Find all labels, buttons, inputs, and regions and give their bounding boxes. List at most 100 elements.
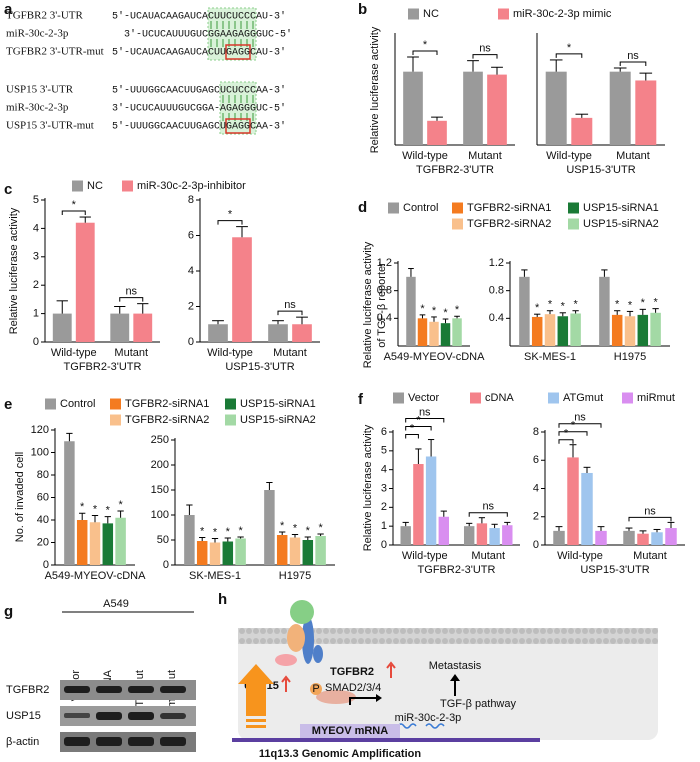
bar bbox=[196, 541, 208, 565]
legend-label: miR-30c-2-3p mimic bbox=[513, 8, 612, 20]
y-tick-label: 8 bbox=[533, 426, 539, 438]
smad-shape bbox=[316, 690, 356, 704]
up-arrow-head bbox=[281, 675, 291, 683]
bar bbox=[609, 71, 631, 145]
lipid-bead bbox=[617, 628, 623, 634]
significance-label: * bbox=[93, 503, 98, 515]
bar bbox=[208, 324, 228, 342]
lipid-bead bbox=[491, 628, 497, 634]
y-tick-label: 8 bbox=[188, 194, 194, 206]
y-tick-label: 1.2 bbox=[377, 257, 392, 269]
y-tick-label: 50 bbox=[157, 534, 169, 546]
bar bbox=[400, 526, 411, 545]
bar bbox=[545, 71, 567, 145]
x-tick-label: SK-MES-1 bbox=[189, 570, 241, 582]
y-axis-label: Relative luciferase activity bbox=[369, 26, 381, 153]
bar bbox=[650, 312, 661, 346]
x-tick-label: Wild-type bbox=[546, 150, 592, 162]
lipid-bead bbox=[414, 628, 420, 634]
significance-label: * bbox=[228, 209, 233, 221]
y-axis-label: Relative luciferase activity bbox=[362, 241, 374, 368]
phospho-label: P bbox=[312, 683, 319, 695]
lipid-bead bbox=[274, 638, 280, 644]
legend-swatch bbox=[45, 398, 56, 410]
significance-label: * bbox=[564, 428, 569, 440]
significance-label: ns bbox=[125, 286, 137, 298]
bar bbox=[264, 490, 275, 565]
legend-swatch bbox=[568, 202, 579, 214]
bar bbox=[637, 533, 649, 545]
western-blot: A549 Vector cDNA ATG mut miRmut TGFBR2 U… bbox=[6, 598, 196, 752]
significance-label: * bbox=[306, 525, 311, 537]
x-tick-label: A549-MYEOV-cDNA bbox=[45, 570, 147, 582]
lipid-bead bbox=[596, 638, 602, 644]
significance-label: * bbox=[561, 301, 566, 313]
y-tick-label: 4 bbox=[533, 482, 539, 494]
lipid-bead bbox=[260, 638, 266, 644]
lipid-bead bbox=[638, 628, 644, 634]
significance-label: * bbox=[571, 420, 576, 432]
x-tick-label: Mutant bbox=[114, 347, 148, 359]
legend-swatch bbox=[110, 398, 121, 410]
lipid-bead bbox=[253, 628, 259, 634]
legend-swatch bbox=[470, 392, 481, 404]
lipid-bead bbox=[246, 638, 252, 644]
x-tick-label: H1975 bbox=[279, 570, 311, 582]
significance-bracket bbox=[628, 516, 672, 522]
bar bbox=[452, 318, 462, 346]
lipid-bead bbox=[463, 628, 469, 634]
x-tick-label: Mutant bbox=[616, 150, 650, 162]
significance-bracket bbox=[558, 439, 574, 444]
significance-bracket bbox=[277, 310, 303, 316]
bar bbox=[184, 515, 195, 565]
significance-label: * bbox=[443, 307, 448, 319]
y-axis-label: Relative luciferase activity bbox=[8, 207, 20, 334]
y-tick-label: 0 bbox=[43, 559, 49, 571]
lipid-bead bbox=[253, 638, 259, 644]
panel-label: a bbox=[4, 1, 13, 18]
bar bbox=[403, 71, 423, 145]
bar bbox=[463, 71, 483, 145]
y-tick-label: 80 bbox=[37, 469, 49, 481]
protein-label: TGFBR2 bbox=[6, 684, 49, 696]
lipid-bead bbox=[316, 638, 322, 644]
bar bbox=[567, 457, 579, 545]
y-tick-label: 0.4 bbox=[377, 312, 392, 324]
caption: 11q13.3 Genomic Amplification bbox=[259, 748, 421, 760]
bar bbox=[413, 464, 424, 545]
lipid-bead bbox=[316, 628, 322, 634]
legend-label: ATGmut bbox=[563, 392, 603, 404]
lipid-bead bbox=[400, 628, 406, 634]
bar bbox=[635, 80, 657, 145]
lipid-bead bbox=[372, 638, 378, 644]
lipid-bead bbox=[372, 628, 378, 634]
legend-label: USP15-siRNA2 bbox=[583, 218, 659, 230]
lipid-bead bbox=[540, 628, 546, 634]
bar bbox=[76, 520, 88, 565]
lipid-bead bbox=[624, 628, 630, 634]
y-tick-label: 2 bbox=[33, 279, 39, 291]
lipid-bead bbox=[393, 638, 399, 644]
x-tick-label: Mutant bbox=[471, 550, 505, 562]
significance-bracket bbox=[472, 54, 498, 59]
significance-label: * bbox=[118, 499, 123, 511]
receptor-domain bbox=[302, 616, 314, 664]
y-tick-label: 2 bbox=[533, 511, 539, 523]
lipid-bead bbox=[456, 628, 462, 634]
bar bbox=[292, 324, 312, 342]
y-tick-label: 200 bbox=[151, 459, 169, 471]
mirna-shape bbox=[397, 723, 445, 729]
significance-bracket bbox=[555, 53, 583, 58]
significance-bracket bbox=[558, 423, 602, 428]
panel-label: d bbox=[358, 199, 367, 216]
lipid-bead bbox=[449, 628, 455, 634]
mrna-box bbox=[300, 724, 400, 738]
significance-bracket bbox=[119, 297, 144, 302]
bar bbox=[133, 313, 153, 342]
lipid-bead bbox=[617, 638, 623, 644]
lipid-bead bbox=[442, 638, 448, 644]
bar bbox=[425, 456, 437, 545]
lipid-bead bbox=[512, 628, 518, 634]
significance-label: * bbox=[293, 522, 298, 534]
